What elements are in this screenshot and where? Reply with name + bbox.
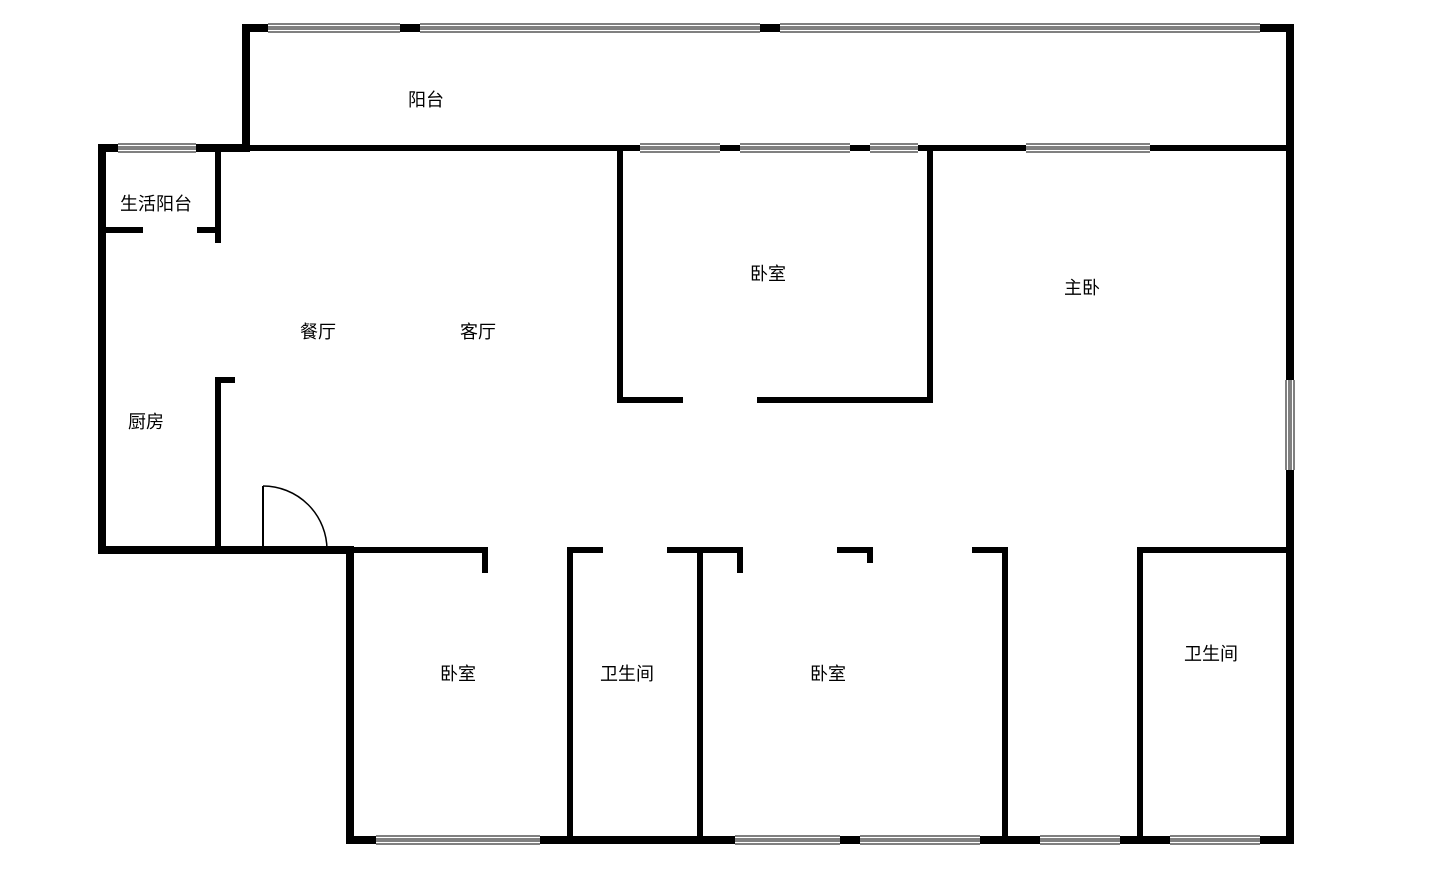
room-label-dining-room: 餐厅 <box>300 318 336 344</box>
window <box>118 144 196 152</box>
window <box>1040 836 1120 844</box>
room-label-utility-balcony: 生活阳台 <box>120 190 192 216</box>
window <box>860 836 980 844</box>
room-label-bedroom-bottom-left: 卧室 <box>440 660 476 686</box>
room-label-living-room: 客厅 <box>460 318 496 344</box>
window <box>870 144 918 152</box>
floorplan-diagram <box>0 0 1454 889</box>
window <box>640 144 720 152</box>
window <box>1286 380 1294 470</box>
room-label-balcony: 阳台 <box>408 86 444 112</box>
window <box>780 24 1260 32</box>
window <box>420 24 760 32</box>
window <box>740 144 850 152</box>
room-label-bathroom-right: 卫生间 <box>1184 640 1238 666</box>
window <box>376 836 540 844</box>
room-label-bathroom-center: 卫生间 <box>600 660 654 686</box>
room-label-master-bedroom: 主卧 <box>1064 274 1100 300</box>
door <box>263 486 327 550</box>
window <box>735 836 840 844</box>
window <box>268 24 400 32</box>
window <box>1170 836 1260 844</box>
room-label-kitchen: 厨房 <box>128 408 164 434</box>
window <box>1026 144 1150 152</box>
room-label-bedroom-top: 卧室 <box>750 260 786 286</box>
room-label-bedroom-bottom-center: 卧室 <box>810 660 846 686</box>
